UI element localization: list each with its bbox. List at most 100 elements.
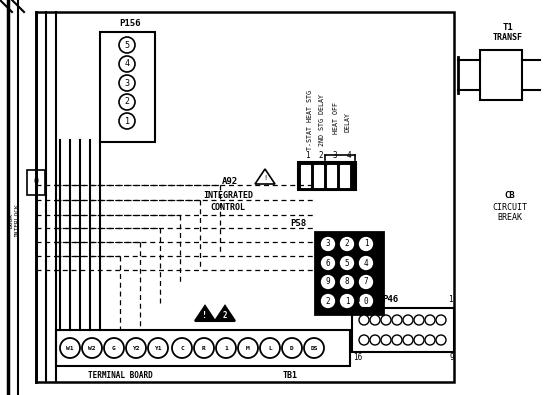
Circle shape bbox=[339, 274, 355, 290]
Circle shape bbox=[392, 335, 402, 345]
Text: P156: P156 bbox=[119, 19, 141, 28]
Circle shape bbox=[425, 335, 435, 345]
Text: 1: 1 bbox=[224, 346, 228, 350]
Circle shape bbox=[358, 236, 374, 252]
Text: 8: 8 bbox=[345, 278, 350, 286]
Circle shape bbox=[381, 315, 391, 325]
Circle shape bbox=[370, 315, 380, 325]
Text: 0: 0 bbox=[363, 297, 368, 305]
Text: 1: 1 bbox=[305, 152, 309, 160]
Text: 4: 4 bbox=[125, 60, 130, 68]
Circle shape bbox=[358, 255, 374, 271]
Text: P58: P58 bbox=[290, 220, 306, 228]
Circle shape bbox=[339, 293, 355, 309]
Circle shape bbox=[358, 293, 374, 309]
Bar bbox=[480, 50, 522, 100]
Circle shape bbox=[403, 315, 413, 325]
Text: 4: 4 bbox=[347, 152, 351, 160]
Text: D: D bbox=[290, 346, 294, 350]
Circle shape bbox=[148, 338, 168, 358]
Text: R: R bbox=[202, 346, 206, 350]
Polygon shape bbox=[215, 306, 235, 321]
Text: 5: 5 bbox=[345, 258, 350, 267]
Text: 1: 1 bbox=[448, 295, 452, 305]
Circle shape bbox=[414, 335, 424, 345]
Text: 3: 3 bbox=[326, 239, 330, 248]
Text: Y2: Y2 bbox=[132, 346, 140, 350]
Circle shape bbox=[119, 113, 135, 129]
Text: 7: 7 bbox=[363, 278, 368, 286]
Bar bbox=[100, 32, 155, 142]
Text: G: G bbox=[112, 346, 116, 350]
Text: DS: DS bbox=[310, 346, 318, 350]
Circle shape bbox=[119, 94, 135, 110]
Text: CONTROL: CONTROL bbox=[211, 203, 245, 211]
Circle shape bbox=[436, 315, 446, 325]
Polygon shape bbox=[255, 169, 275, 184]
Circle shape bbox=[82, 338, 102, 358]
Circle shape bbox=[260, 338, 280, 358]
Bar bbox=[301, 165, 310, 187]
Text: !: ! bbox=[203, 310, 208, 320]
Circle shape bbox=[216, 338, 236, 358]
Text: !: ! bbox=[263, 175, 267, 181]
Text: W1: W1 bbox=[66, 346, 74, 350]
Circle shape bbox=[119, 37, 135, 53]
Circle shape bbox=[320, 293, 336, 309]
Text: 9: 9 bbox=[326, 278, 330, 286]
Polygon shape bbox=[195, 306, 215, 321]
Text: Y1: Y1 bbox=[154, 346, 162, 350]
Text: INTEGRATED: INTEGRATED bbox=[203, 190, 253, 199]
Text: L: L bbox=[268, 346, 272, 350]
Circle shape bbox=[238, 338, 258, 358]
Text: 4: 4 bbox=[363, 258, 368, 267]
Circle shape bbox=[194, 338, 214, 358]
Text: CIRCUIT: CIRCUIT bbox=[493, 203, 527, 211]
Circle shape bbox=[104, 338, 124, 358]
Bar bbox=[327, 165, 336, 187]
Circle shape bbox=[320, 236, 336, 252]
Text: BREAK: BREAK bbox=[497, 214, 522, 222]
Text: O: O bbox=[33, 177, 38, 186]
Text: P46: P46 bbox=[382, 295, 398, 305]
Circle shape bbox=[304, 338, 324, 358]
Bar bbox=[315, 232, 383, 314]
Text: T1: T1 bbox=[502, 23, 514, 32]
Circle shape bbox=[282, 338, 302, 358]
Bar bbox=[36, 12, 454, 382]
Text: 2: 2 bbox=[125, 98, 130, 107]
Text: W2: W2 bbox=[88, 346, 96, 350]
Circle shape bbox=[320, 255, 336, 271]
Bar bbox=[314, 165, 323, 187]
Circle shape bbox=[370, 335, 380, 345]
Circle shape bbox=[60, 338, 80, 358]
Text: T-STAT HEAT STG: T-STAT HEAT STG bbox=[307, 90, 313, 150]
Bar bbox=[56, 330, 350, 366]
Circle shape bbox=[403, 335, 413, 345]
Text: M: M bbox=[246, 346, 250, 350]
Circle shape bbox=[172, 338, 192, 358]
Circle shape bbox=[339, 255, 355, 271]
Circle shape bbox=[414, 315, 424, 325]
Bar bbox=[352, 308, 454, 352]
Text: A92: A92 bbox=[222, 177, 238, 186]
Text: 1: 1 bbox=[363, 239, 368, 248]
Bar bbox=[27, 170, 45, 195]
Circle shape bbox=[436, 335, 446, 345]
Text: 16: 16 bbox=[353, 352, 363, 361]
Circle shape bbox=[425, 315, 435, 325]
Text: TERMINAL BOARD: TERMINAL BOARD bbox=[88, 371, 152, 380]
Circle shape bbox=[119, 75, 135, 91]
Circle shape bbox=[358, 274, 374, 290]
Circle shape bbox=[339, 236, 355, 252]
Bar bbox=[340, 165, 349, 187]
Circle shape bbox=[359, 335, 369, 345]
Circle shape bbox=[126, 338, 146, 358]
Text: 2: 2 bbox=[345, 239, 350, 248]
Text: C: C bbox=[180, 346, 184, 350]
Text: 2: 2 bbox=[319, 152, 324, 160]
Text: 2: 2 bbox=[326, 297, 330, 305]
Circle shape bbox=[381, 335, 391, 345]
Text: 5: 5 bbox=[125, 41, 130, 49]
Text: DOOR
INTERLOCK: DOOR INTERLOCK bbox=[9, 203, 19, 237]
